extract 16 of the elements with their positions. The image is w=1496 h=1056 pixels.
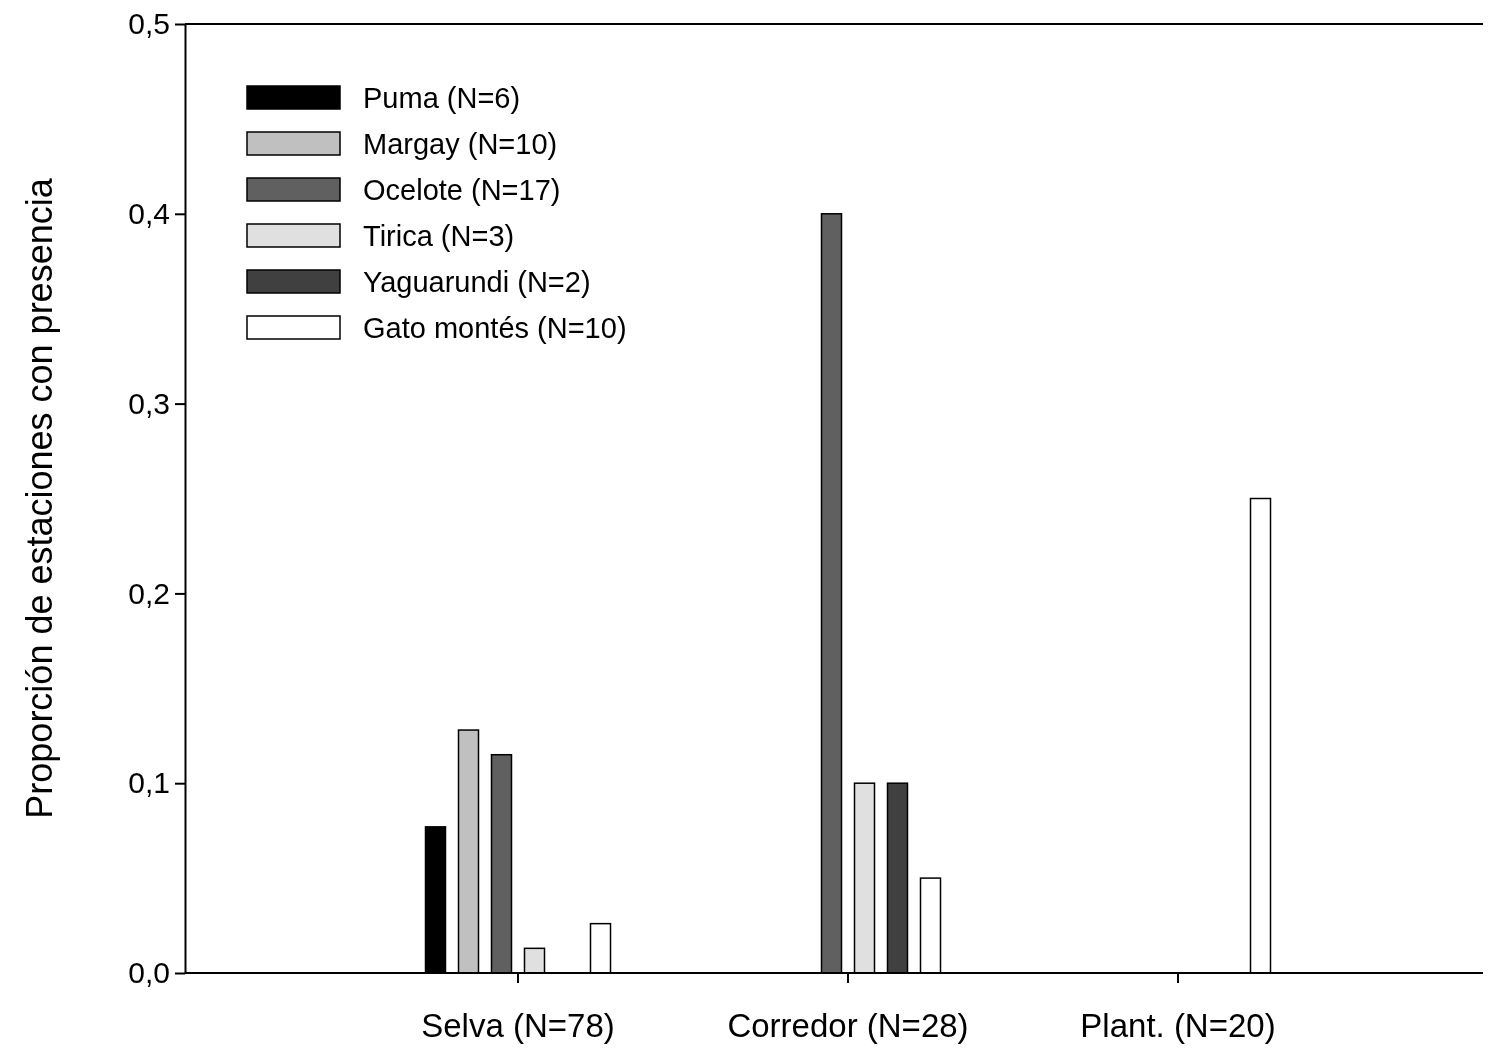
x-tick-label: Plant. (N=20)	[1080, 1007, 1276, 1045]
y-tick-label: 0,3	[128, 386, 170, 420]
y-tick-label: 0,5	[128, 7, 170, 41]
y-axis-title: Proporción de estaciones con presencia	[19, 177, 60, 819]
legend-label: Tirica (N=3)	[363, 220, 515, 253]
legend-label: Puma (N=6)	[363, 82, 521, 115]
y-tick-label: 0,0	[128, 956, 170, 990]
legend-label: Margay (N=10)	[363, 128, 558, 161]
x-tick-label: Selva (N=78)	[421, 1007, 615, 1045]
legend-label: Ocelote (N=17)	[363, 174, 561, 207]
legend-label: Yaguarundi (N=2)	[363, 266, 591, 299]
legend-label: Gato montés (N=10)	[363, 312, 627, 345]
y-tick-label: 0,1	[128, 766, 170, 800]
y-tick-label: 0,2	[128, 576, 170, 610]
x-tick-label: Corredor (N=28)	[727, 1007, 969, 1045]
y-tick-label: 0,4	[128, 196, 170, 230]
